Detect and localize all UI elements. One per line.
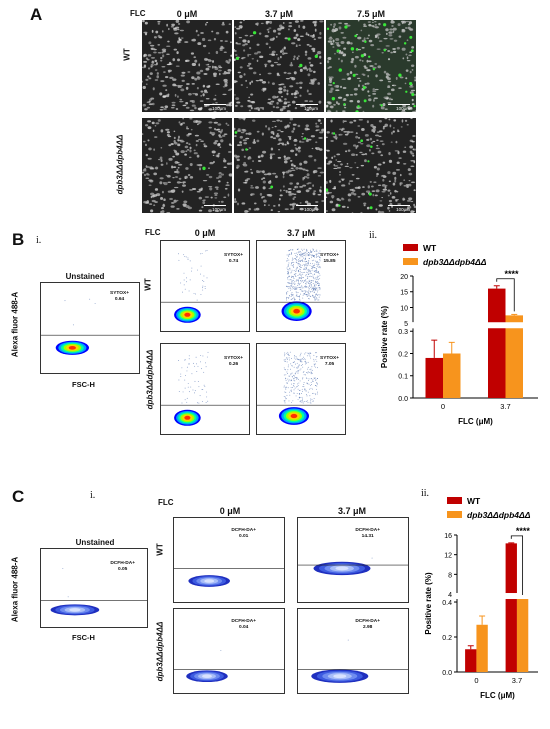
legend-label: WT xyxy=(467,496,481,506)
bar-chart-b: WT dpb3ΔΔdpb4ΔΔ 0.0 0.1 0.2 0.3 5 10 15 20 0 3.7 ***… xyxy=(373,238,550,438)
legend-swatch xyxy=(403,258,418,265)
panel-b-flc-label: FLC xyxy=(145,228,161,237)
bar xyxy=(465,649,477,672)
micrograph-wt-0: 100μm xyxy=(142,20,232,112)
panel-c-unstained-title: Unstained xyxy=(75,538,115,547)
panel-b-sub-ii: ii. xyxy=(369,230,378,241)
panel-a-row-mutant: dpb3ΔΔdpb4ΔΔ xyxy=(115,134,125,195)
panel-c-row-wt: WT xyxy=(155,543,165,556)
panel-b-row-wt: WT xyxy=(143,278,153,291)
panel-a-letter: A xyxy=(30,5,43,24)
y-tick-label: 5 xyxy=(404,321,408,328)
flow-plot-c-wt-0: DCFH-DA+ 0.01 xyxy=(173,517,285,603)
micrograph-mutant-0: 100μm xyxy=(142,118,232,213)
x-tick-label: 0 xyxy=(441,402,445,411)
flow-plot-b-unstained: SYTOX+ 0.64 xyxy=(40,282,140,374)
y-tick-label: 10 xyxy=(400,305,408,312)
bar xyxy=(505,543,517,672)
panel-b-conc-1: 3.7 μM xyxy=(286,228,315,238)
y-tick-label: 20 xyxy=(400,274,408,281)
panel-a-row-wt: WT xyxy=(122,48,132,61)
legend-swatch xyxy=(403,244,418,251)
x-axis-label: FLC (μM) xyxy=(458,417,493,426)
panel-a-conc-2: 7.5 μM xyxy=(356,9,385,19)
legend-label: dpb3ΔΔdpb4ΔΔ xyxy=(467,510,531,520)
y-tick-label: 12 xyxy=(444,553,452,560)
x-tick-label: 3.7 xyxy=(512,676,522,685)
panel-b-conc-0: 0 μM xyxy=(194,228,216,238)
y-tick-label: 0.2 xyxy=(398,351,408,358)
y-tick-label: 0.3 xyxy=(398,329,408,336)
y-tick-label: 15 xyxy=(400,290,408,297)
y-tick-label: 16 xyxy=(444,533,452,540)
flow-plot-b-mutant-3.7: SYTOX+ 7.05 xyxy=(256,343,346,435)
panel-c-conc-1: 3.7 μM xyxy=(337,506,366,516)
micrograph-wt-7.5: 100μm xyxy=(326,20,416,112)
significance-bracket xyxy=(510,535,524,595)
y-axis-label: Positive rate (%) xyxy=(424,572,433,635)
y-tick-label: 0.4 xyxy=(442,600,452,607)
y-tick-label: 0.2 xyxy=(442,635,452,642)
bar xyxy=(425,357,443,398)
panel-c-letter: C xyxy=(12,487,25,506)
legend-swatch xyxy=(447,497,462,504)
panel-b-letter: B xyxy=(12,230,25,249)
x-tick-label: 3.7 xyxy=(500,402,510,411)
y-tick-label: 0.1 xyxy=(398,374,408,381)
panel-c-sub-ii: ii. xyxy=(421,488,430,499)
axis-break xyxy=(453,593,538,600)
flow-plot-c-mutant-3.7: DCFH-DA+ 2.98 xyxy=(297,608,409,694)
y-axis-label: Positive rate (%) xyxy=(380,306,389,369)
panel-c-x-axis: FSC-H xyxy=(72,633,95,642)
panel-c-sub-i: i. xyxy=(90,490,96,501)
panel-b-row-mutant: dpb3ΔΔdpb4ΔΔ xyxy=(145,349,155,410)
flow-plot-c-mutant-0: DCFH-DA+ 0.04 xyxy=(173,608,285,694)
y-tick-label: 0.0 xyxy=(398,396,408,403)
panel-a-conc-0: 0 μM xyxy=(176,9,198,19)
bar xyxy=(505,315,523,398)
bar xyxy=(476,624,488,672)
panel-c-y-axis: Alexa fluor 488-A xyxy=(10,556,20,623)
panel-b-x-axis: FSC-H xyxy=(72,380,95,389)
flow-plot-c-unstained: DCFH-DA+ 0.05 xyxy=(40,548,148,628)
flow-plot-b-mutant-0: SYTOX+ 0.26 xyxy=(160,343,250,435)
x-axis-label: FLC (μM) xyxy=(480,691,515,700)
significance-bracket xyxy=(496,278,515,312)
flow-plot-b-wt-3.7: SYTOX+ 15.85 xyxy=(256,240,346,332)
flow-plot-b-wt-0: SYTOX+ 0.74 xyxy=(160,240,250,332)
flow-plot-c-wt-3.7: DCFH-DA+ 14.31 xyxy=(297,517,409,603)
bar xyxy=(443,353,461,398)
y-tick-label: 4 xyxy=(448,592,452,599)
bar-chart-c: WT dpb3ΔΔdpb4ΔΔ 0.0 0.2 0.4 4 8 12 16 0 3.7 **** FLC… xyxy=(420,495,550,710)
y-tick-label: 8 xyxy=(448,572,452,579)
x-tick-label: 0 xyxy=(474,676,478,685)
panel-a-flc-label: FLC xyxy=(130,9,146,18)
panel-a-conc-1: 3.7 μM xyxy=(264,9,293,19)
panel-b-sub-i: i. xyxy=(36,235,42,246)
micrograph-mutant-7.5: 100μm xyxy=(326,118,416,213)
legend-label: dpb3ΔΔdpb4ΔΔ xyxy=(423,257,487,267)
legend-swatch xyxy=(447,511,462,518)
panel-c-conc-0: 0 μM xyxy=(219,506,241,516)
significance-label: **** xyxy=(504,269,519,279)
micrograph-wt-3.7: 100μm xyxy=(234,20,324,112)
y-tick-label: 0.0 xyxy=(442,670,452,677)
panel-b-y-axis: Alexa fluor 488-A xyxy=(10,291,20,358)
legend-label: WT xyxy=(423,243,437,253)
bar xyxy=(488,288,506,398)
bar xyxy=(516,598,529,672)
panel-c-flc-label: FLC xyxy=(158,498,174,507)
significance-label: **** xyxy=(516,526,531,536)
panel-c-row-mutant: dpb3ΔΔdpb4ΔΔ xyxy=(155,621,165,682)
axis-break xyxy=(409,322,538,329)
panel-b-unstained-title: Unstained xyxy=(65,272,105,281)
micrograph-mutant-3.7: 100μm xyxy=(234,118,324,213)
